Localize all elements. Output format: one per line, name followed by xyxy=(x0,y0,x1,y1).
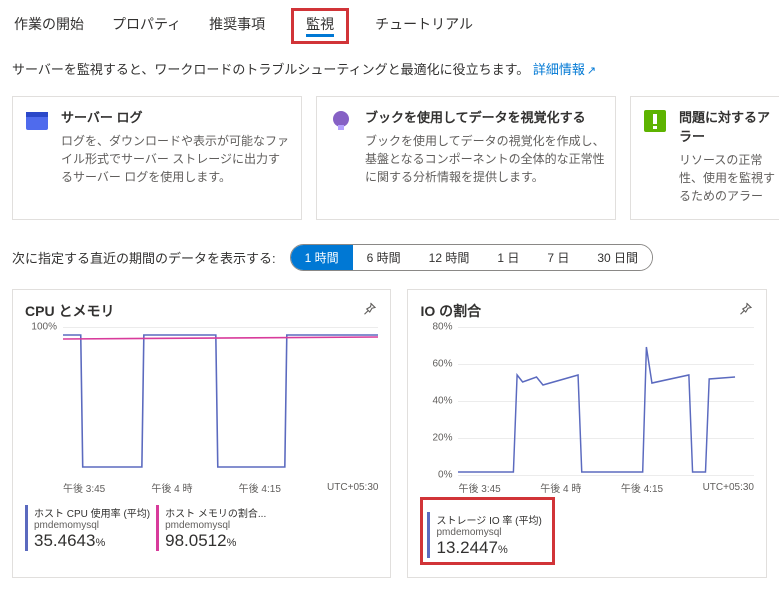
legend-item: ストレージ IO 率 (平均)pmdemomysql13.2447% xyxy=(427,512,541,558)
y-tick: 40% xyxy=(432,396,452,407)
external-link-icon: ↗ xyxy=(587,65,596,77)
card-0[interactable]: サーバー ログログを、ダウンロードや表示が可能なファイル形式でサーバー ストレー… xyxy=(12,96,302,220)
range-label: 次に指定する直近の期間のデータを表示する: xyxy=(12,248,276,267)
info-text: サーバーを監視すると、ワークロードのトラブルシューティングと最適化に役立ちます。 xyxy=(12,62,529,77)
log-icon xyxy=(23,107,51,135)
y-tick: 60% xyxy=(432,359,452,370)
info-line: サーバーを監視すると、ワークロードのトラブルシューティングと最適化に役立ちます。… xyxy=(0,45,779,96)
range-1[interactable]: 6 時間 xyxy=(353,245,415,270)
pin-icon[interactable] xyxy=(736,300,754,321)
y-tick: 100% xyxy=(31,322,57,333)
highlight-box: ストレージ IO 率 (平均)pmdemomysql13.2447% xyxy=(420,497,554,565)
info-link[interactable]: 詳細情報↗ xyxy=(533,62,596,77)
x-tick: 午後 4 時 xyxy=(540,480,581,495)
plot-area: 100%午後 3:45午後 4 時午後 4:15UTC+05:30 xyxy=(25,327,378,497)
tab-3[interactable]: 監視 xyxy=(291,8,349,44)
card-1[interactable]: ブックを使用してデータを視覚化するブックを使用してデータの視覚化を作成し、基盤と… xyxy=(316,96,616,220)
x-tick: UTC+05:30 xyxy=(327,482,378,493)
chart-cpu-memory: CPU とメモリ100% 午後 3:45 午後 4 時 午後 4:15 UTC+05:3… xyxy=(12,289,391,578)
alert-icon xyxy=(641,107,669,135)
time-range-group: 1 時間6 時間12 時間1 日7 日30 日間 xyxy=(290,244,653,271)
tab-0[interactable]: 作業の開始 xyxy=(12,8,86,44)
tab-4[interactable]: チュートリアル xyxy=(373,8,475,44)
plot-area: 80%60%40%20%0%午後 3:45午後 4 時午後 4:15UTC+05… xyxy=(420,327,754,497)
tab-1[interactable]: プロパティ xyxy=(110,8,183,44)
y-tick: 20% xyxy=(432,433,452,444)
x-tick: 午後 3:45 xyxy=(63,480,105,495)
x-tick: 午後 4 時 xyxy=(151,480,192,495)
chart-io: IO の割合80% 60% 40% 20% 0% 午後 3:45 午後 4 時 午後 4:15… xyxy=(407,289,767,578)
x-tick: 午後 4:15 xyxy=(239,480,281,495)
tab-2[interactable]: 推奨事項 xyxy=(207,8,267,44)
time-range-row: 次に指定する直近の期間のデータを表示する: 1 時間6 時間12 時間1 日7 … xyxy=(0,220,779,281)
x-tick: 午後 3:45 xyxy=(458,480,500,495)
tab-bar: 作業の開始プロパティ推奨事項監視チュートリアル xyxy=(0,0,779,45)
feature-cards: サーバー ログログを、ダウンロードや表示が可能なファイル形式でサーバー ストレー… xyxy=(0,96,779,220)
card-2[interactable]: 問題に対するアラーリソースの正常性、使用を監視するためのアラー xyxy=(630,96,779,220)
card-desc: ログを、ダウンロードや表示が可能なファイル形式でサーバー ストレージに出力するサ… xyxy=(61,132,291,186)
y-tick: 80% xyxy=(432,322,452,333)
card-title: ブックを使用してデータを視覚化する xyxy=(365,107,605,126)
x-tick: UTC+05:30 xyxy=(703,482,754,493)
card-desc: ブックを使用してデータの視覚化を作成し、基盤となるコンポーネントの全体的な正常性… xyxy=(365,132,605,186)
legend-item: ホスト メモリの割合...pmdemomysql98.0512% xyxy=(156,505,266,551)
range-0[interactable]: 1 時間 xyxy=(291,245,353,270)
range-3[interactable]: 1 日 xyxy=(483,245,533,270)
card-title: 問題に対するアラー xyxy=(679,107,779,145)
card-desc: リソースの正常性、使用を監視するためのアラー xyxy=(679,151,779,205)
chart-title: CPU とメモリ xyxy=(25,301,114,321)
charts-row: CPU とメモリ100% 午後 3:45 午後 4 時 午後 4:15 UTC+05:3… xyxy=(0,281,779,590)
y-tick: 0% xyxy=(438,470,452,481)
chart-title: IO の割合 xyxy=(420,301,481,321)
chart-legend: ホスト CPU 使用率 (平均)pmdemomysql35.4643%ホスト メ… xyxy=(25,505,378,551)
range-2[interactable]: 12 時間 xyxy=(415,245,484,270)
range-4[interactable]: 7 日 xyxy=(533,245,583,270)
range-5[interactable]: 30 日間 xyxy=(583,245,652,270)
bulb-icon xyxy=(327,107,355,135)
chart-legend: ストレージ IO 率 (平均)pmdemomysql13.2447% xyxy=(427,512,541,558)
legend-item: ホスト CPU 使用率 (平均)pmdemomysql35.4643% xyxy=(25,505,150,551)
pin-icon[interactable] xyxy=(360,300,378,321)
card-title: サーバー ログ xyxy=(61,107,291,126)
x-tick: 午後 4:15 xyxy=(621,480,663,495)
